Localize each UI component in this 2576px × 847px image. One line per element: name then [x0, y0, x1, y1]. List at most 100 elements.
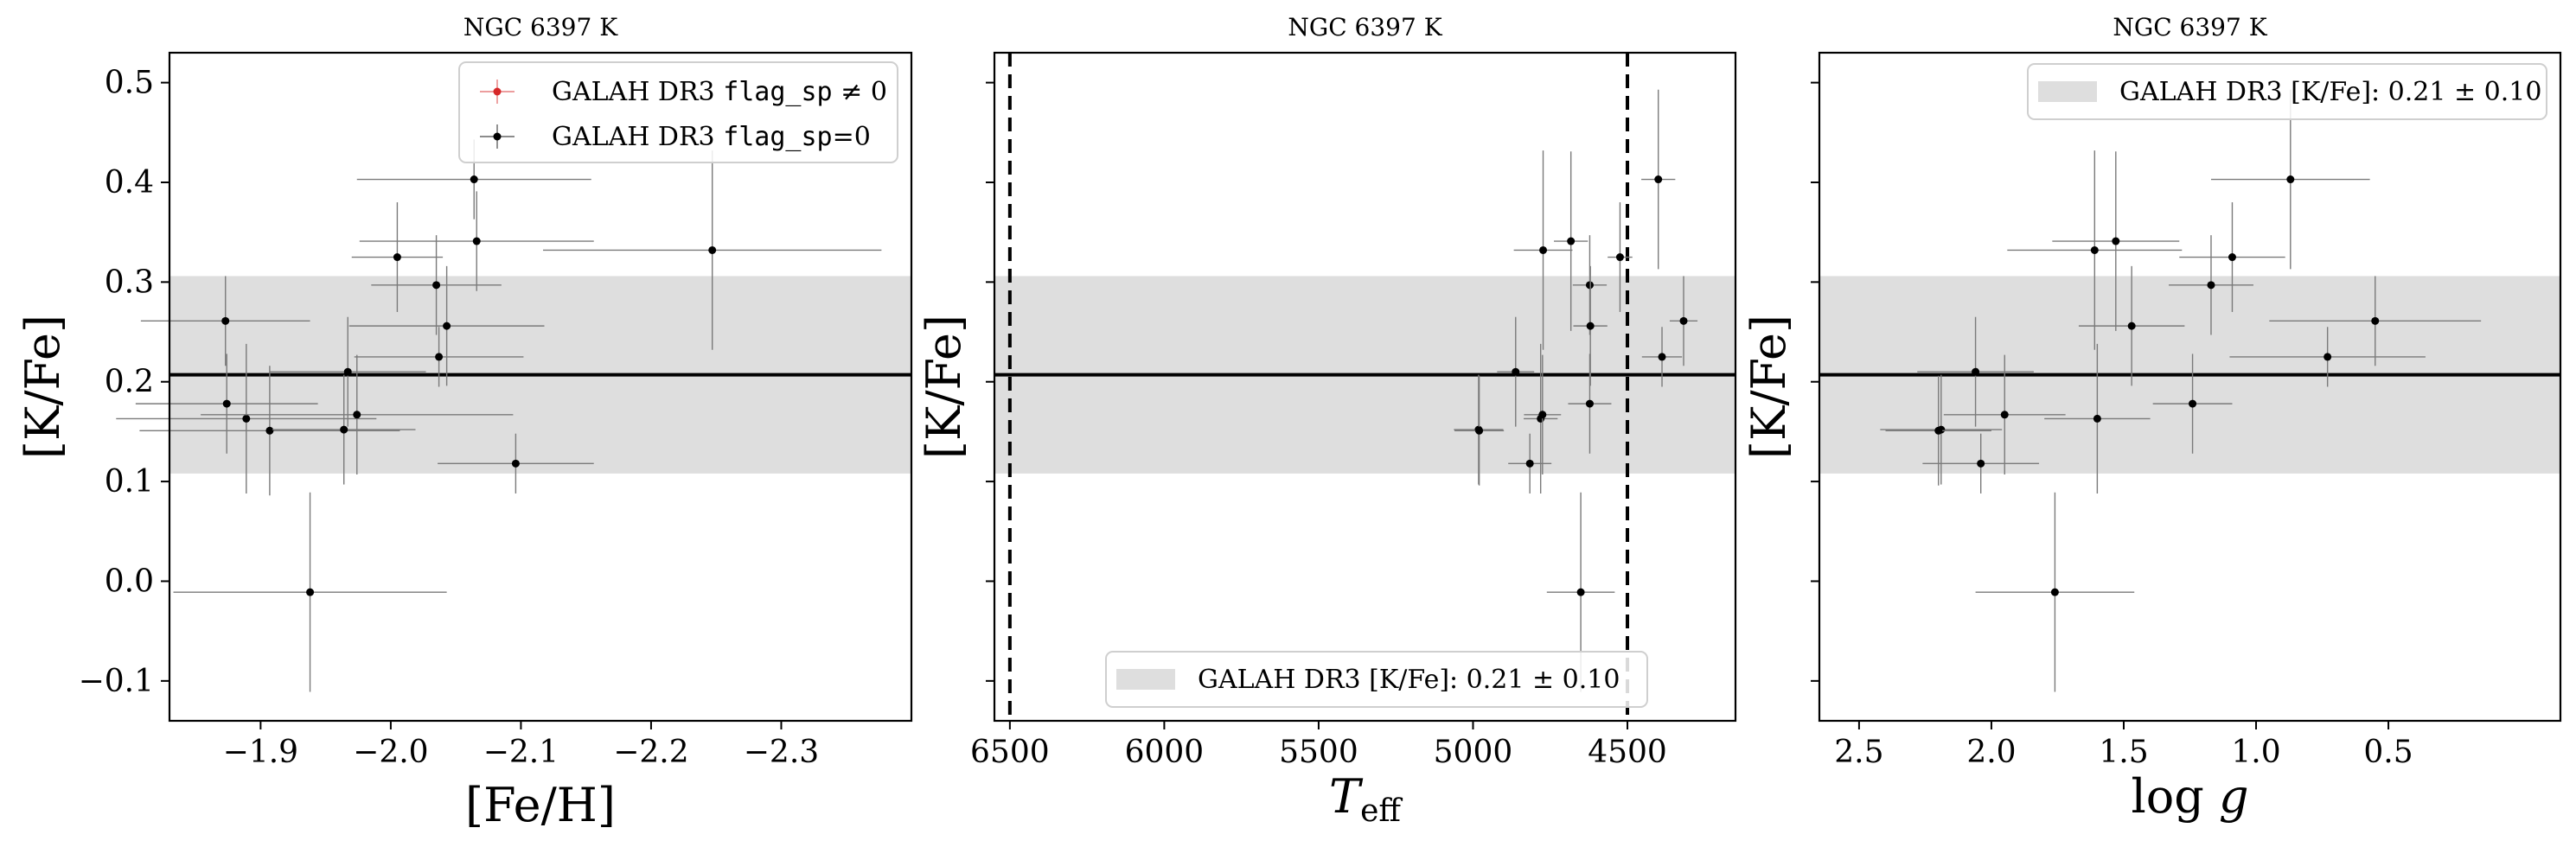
x-tick-label: 6500: [970, 735, 1050, 770]
legend-frame: [458, 61, 898, 163]
data-point: [1524, 354, 1562, 475]
y-axis-label: [K/Fe]: [917, 315, 971, 459]
data-point: [348, 265, 545, 386]
y-tick-label: 0.5: [105, 66, 154, 101]
point-marker: [242, 414, 251, 423]
point-marker: [221, 316, 230, 325]
data-point: [438, 433, 594, 494]
point-marker: [2286, 175, 2295, 184]
point-marker: [1977, 459, 1985, 468]
point-marker: [443, 322, 451, 330]
point-marker: [1512, 367, 1520, 376]
point-marker: [1972, 367, 1980, 376]
x-tick-label: 2.0: [1966, 735, 2016, 770]
point-marker: [265, 426, 274, 435]
legend: GALAH DR3 [K/Fe]: 0.21 ± 0.10: [1105, 651, 1648, 708]
x-tick-label: −2.3: [744, 735, 819, 770]
point-marker: [222, 399, 231, 408]
data-point: [1641, 327, 1683, 387]
legend-label-suffix: ≠ 0: [833, 77, 887, 107]
data-point: [2169, 235, 2253, 335]
panel-title: NGC 6397 K: [2113, 13, 2267, 41]
legend-label: GALAH DR3 flag_sp ≠ 0: [552, 77, 887, 107]
x-tick-label: 1.0: [2231, 735, 2280, 770]
data-point: [1573, 265, 1608, 386]
y-tick-label: 0.1: [105, 464, 154, 500]
data-point: [272, 374, 416, 485]
point-marker: [1585, 399, 1594, 408]
data-point: [1554, 151, 1588, 331]
data-point: [2078, 265, 2185, 386]
legend: GALAH DR3 [K/Fe]: 0.21 ± 0.10: [2027, 63, 2547, 120]
point-marker: [2093, 414, 2101, 423]
x-tick-label: 2.5: [1834, 735, 1883, 770]
data-point: [1922, 433, 2040, 494]
axes-frame: [993, 51, 1737, 723]
x-axis-label: Teff: [1329, 769, 1403, 829]
data-point: [135, 353, 318, 454]
data-point: [1943, 354, 2066, 475]
legend-label-prefix: GALAH DR3: [552, 122, 723, 152]
data-point: [116, 343, 377, 494]
data-point: [2229, 327, 2426, 387]
point-marker: [343, 367, 352, 376]
data-point: [2044, 343, 2151, 494]
data-point: [2179, 202, 2285, 312]
x-axis-label-main: T: [1329, 769, 1364, 824]
legend-marker: [493, 132, 502, 141]
panel-title: NGC 6397 K: [463, 13, 618, 41]
point-marker: [2050, 588, 2059, 596]
x-tick-label: −2.2: [613, 735, 688, 770]
x-axis-label: [Fe/H]: [465, 778, 616, 832]
data-point: [1975, 492, 2135, 692]
y-axis-label: [K/Fe]: [1742, 315, 1796, 459]
legend-label-prefix: GALAH DR3: [552, 77, 723, 107]
point-marker: [1615, 253, 1624, 262]
y-tick-label: 0.4: [105, 165, 154, 201]
axes-frame: [1818, 51, 2562, 723]
legend-label-code: flag_sp: [723, 77, 832, 107]
x-tick-label: 6000: [1125, 735, 1205, 770]
legend-label: GALAH DR3 [K/Fe]: 0.21 ± 0.10: [1198, 665, 1620, 695]
point-marker: [472, 237, 481, 245]
data-point: [2152, 353, 2233, 454]
x-axis-label-italic: g: [2219, 769, 2249, 824]
data-point: [2052, 151, 2180, 331]
data-point: [2269, 276, 2482, 366]
y-axis-label: [K/Fe]: [16, 315, 70, 459]
data-point: [1669, 276, 1698, 366]
point-marker: [470, 175, 478, 184]
x-tick-label: −2.1: [483, 735, 559, 770]
x-axis-label-sub: eff: [1360, 793, 1403, 829]
panel-kfe-vs-logg: 2.5 2.0 1.5 1.0 0.5 NGC 6397 K [K/Fe] log g GALA…: [1742, 13, 2562, 824]
point-marker: [2371, 316, 2380, 325]
x-tick-label: −1.9: [223, 735, 298, 770]
data-point: [1508, 433, 1552, 494]
data-point: [543, 150, 882, 350]
point-marker: [1576, 588, 1585, 596]
data-point: [269, 316, 426, 427]
legend-label: GALAH DR3 [K/Fe]: 0.21 ± 0.10: [2119, 77, 2541, 107]
y-tick-label: 0.2: [105, 365, 154, 400]
data-point: [201, 354, 514, 475]
point-marker: [306, 588, 315, 596]
data-point: [1454, 375, 1505, 486]
legend-marker: [493, 87, 502, 96]
point-marker: [511, 459, 520, 468]
panel-kfe-vs-feh: −1.9 −2.0 −2.1 −2.2 −2.3 −0.1 0.0 0.1 0.2 0.3 0.4 0…: [16, 13, 913, 832]
point-marker: [2324, 353, 2332, 361]
point-marker: [1585, 281, 1594, 290]
data-point: [359, 191, 594, 291]
data-point: [351, 202, 444, 312]
legend-swatch: [1116, 669, 1175, 690]
legend-frame: [1105, 651, 1648, 708]
point-marker: [340, 425, 348, 434]
point-marker: [1538, 411, 1547, 419]
legend-frame: [2027, 63, 2547, 120]
point-marker: [393, 253, 401, 262]
y-tick-label: −0.1: [79, 664, 154, 699]
data-point: [354, 327, 524, 387]
x-tick-label: 5500: [1279, 735, 1358, 770]
point-marker: [353, 411, 361, 419]
